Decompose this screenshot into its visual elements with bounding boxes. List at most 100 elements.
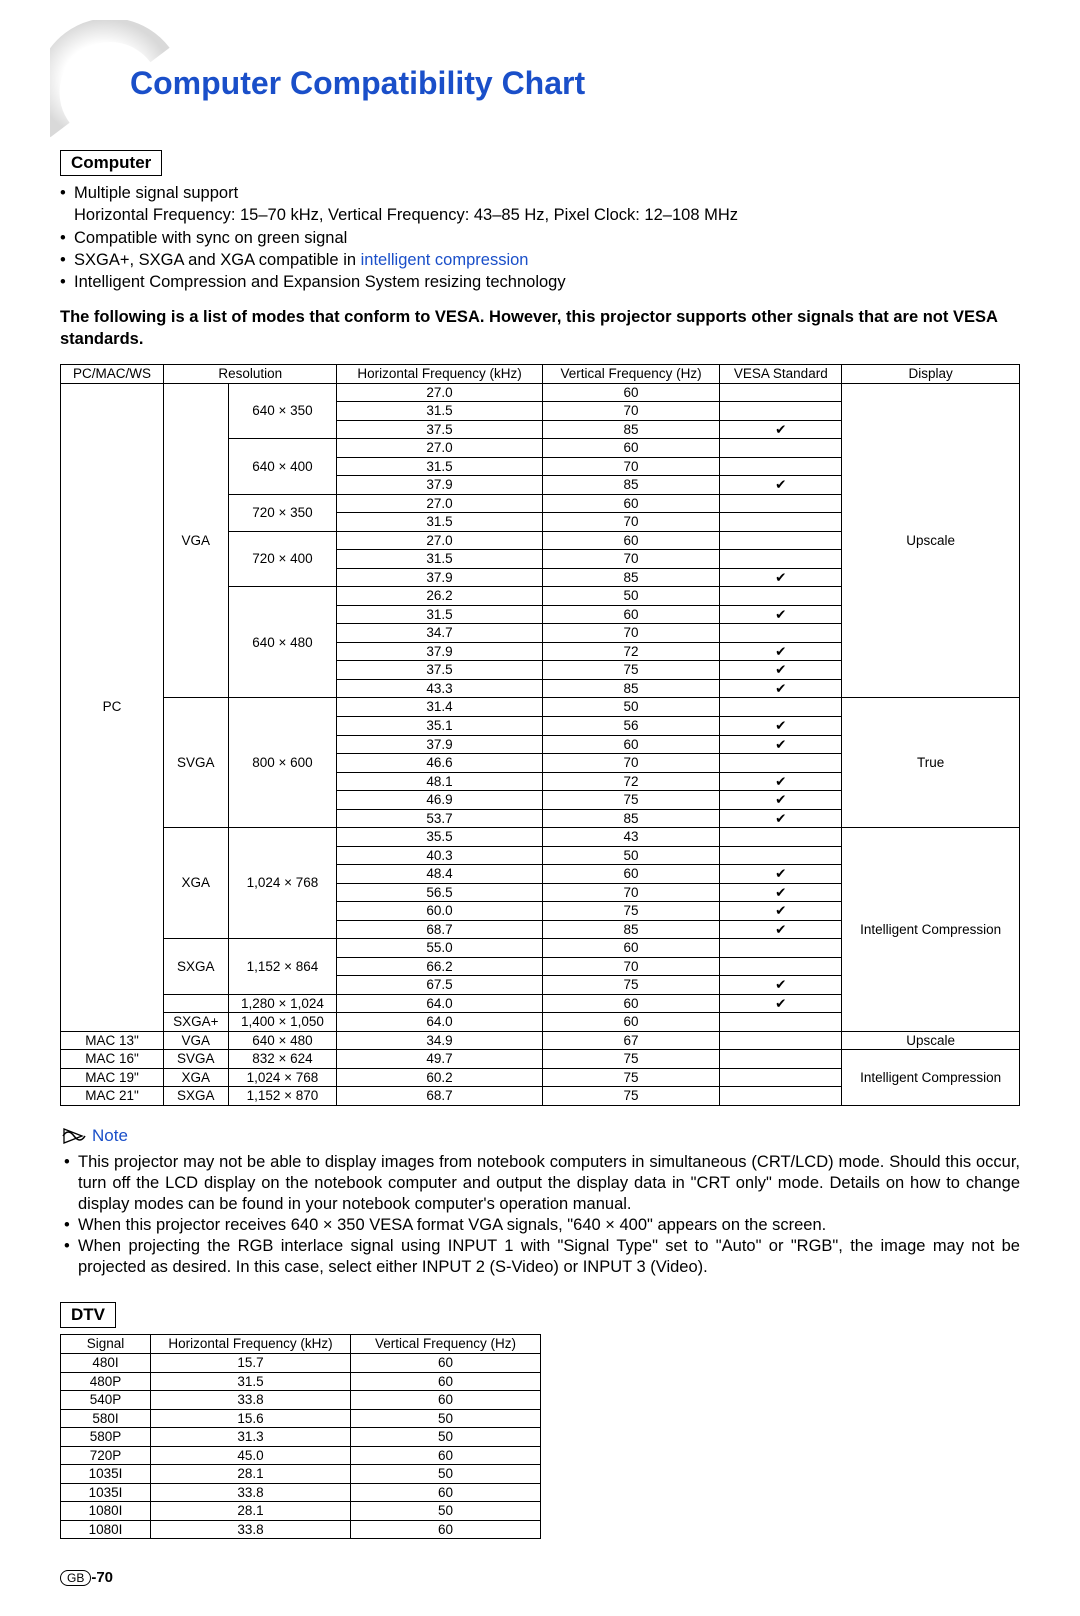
- cell-vfreq: 67: [542, 1031, 720, 1050]
- cell-vesa: [720, 513, 842, 532]
- cell-vfreq: 85: [542, 476, 720, 495]
- table-row: MAC 16"SVGA832 × 62449.775Intelligent Co…: [61, 1050, 1020, 1069]
- cell-standard: XGA: [164, 828, 228, 939]
- cell-vesa: [720, 494, 842, 513]
- bullet-item: Compatible with sync on green signal: [60, 227, 1020, 249]
- cell-standard: SXGA+: [164, 1013, 228, 1032]
- cell-resolution: 1,152 × 870: [228, 1087, 337, 1106]
- cell-resolution: 720 × 400: [228, 531, 337, 587]
- cell-hfreq: 37.9: [337, 476, 542, 495]
- note-icon: [60, 1126, 88, 1146]
- cell-vesa: ✔: [720, 865, 842, 884]
- cell-hfreq: 37.5: [337, 661, 542, 680]
- cell-vfreq: 75: [542, 1068, 720, 1087]
- cell-hfreq: 27.0: [337, 494, 542, 513]
- col-header: Horizontal Frequency (kHz): [151, 1335, 351, 1354]
- cell-vfreq: 75: [542, 1050, 720, 1069]
- col-header: Horizontal Frequency (kHz): [337, 365, 542, 384]
- cell-display: Intelligent Compression: [842, 828, 1020, 1032]
- cell-vesa: ✔: [720, 661, 842, 680]
- bullet-text: Multiple signal support: [74, 184, 238, 202]
- compatibility-table: PC/MAC/WS Resolution Horizontal Frequenc…: [60, 364, 1020, 1106]
- cell-hfreq: 37.9: [337, 568, 542, 587]
- cell-resolution: 640 × 350: [228, 383, 337, 439]
- cell-vfreq: 60: [542, 531, 720, 550]
- cell-vfreq: 85: [542, 809, 720, 828]
- table-row: 1035I28.150: [61, 1465, 541, 1484]
- cell-signal: 480P: [61, 1372, 151, 1391]
- table-row: XGA1,024 × 76835.543Intelligent Compress…: [61, 828, 1020, 847]
- cell-vesa: [720, 439, 842, 458]
- cell-hfreq: 66.2: [337, 957, 542, 976]
- cell-hfreq: 40.3: [337, 846, 542, 865]
- cell-vesa: ✔: [720, 994, 842, 1013]
- cell-hfreq: 28.1: [151, 1502, 351, 1521]
- cell-vesa: ✔: [720, 605, 842, 624]
- cell-hfreq: 55.0: [337, 939, 542, 958]
- cell-vesa: ✔: [720, 642, 842, 661]
- cell-vesa: [720, 1013, 842, 1032]
- note-label: Note: [92, 1126, 128, 1146]
- cell-signal: 540P: [61, 1391, 151, 1410]
- cell-vesa: ✔: [720, 420, 842, 439]
- cell-hfreq: 27.0: [337, 383, 542, 402]
- cell-vesa: ✔: [720, 920, 842, 939]
- cell-hfreq: 35.1: [337, 717, 542, 736]
- cell-pcmac: PC: [61, 383, 164, 1031]
- table-row: SVGA800 × 60031.450True: [61, 698, 1020, 717]
- table-row: 720P45.060: [61, 1446, 541, 1465]
- cell-vfreq: 60: [542, 383, 720, 402]
- table-header-row: PC/MAC/WS Resolution Horizontal Frequenc…: [61, 365, 1020, 384]
- cell-vfreq: 50: [351, 1428, 541, 1447]
- cell-resolution: 640 × 400: [228, 439, 337, 495]
- cell-resolution: 832 × 624: [228, 1050, 337, 1069]
- cell-vesa: ✔: [720, 883, 842, 902]
- cell-hfreq: 15.6: [151, 1409, 351, 1428]
- cell-vesa: [720, 587, 842, 606]
- note-header: Note: [60, 1126, 1020, 1146]
- cell-vfreq: 60: [542, 735, 720, 754]
- cell-hfreq: 67.5: [337, 976, 542, 995]
- dtv-table: Signal Horizontal Frequency (kHz) Vertic…: [60, 1334, 541, 1539]
- cell-standard: SVGA: [164, 1050, 228, 1069]
- cell-vesa: [720, 550, 842, 569]
- cell-vesa: [720, 1087, 842, 1106]
- cell-vesa: ✔: [720, 717, 842, 736]
- cell-vesa: ✔: [720, 735, 842, 754]
- table-row: 580P31.350: [61, 1428, 541, 1447]
- cell-vfreq: 75: [542, 902, 720, 921]
- cell-hfreq: 68.7: [337, 920, 542, 939]
- cell-hfreq: 15.7: [151, 1354, 351, 1373]
- cell-vfreq: 60: [351, 1483, 541, 1502]
- cell-vesa: [720, 846, 842, 865]
- cell-hfreq: 37.5: [337, 420, 542, 439]
- bullet-text: SXGA+, SXGA and XGA compatible in: [74, 251, 361, 269]
- cell-vesa: [720, 1050, 842, 1069]
- cell-standard: SXGA: [164, 939, 228, 995]
- bullet-item: Multiple signal support Horizontal Frequ…: [60, 182, 1020, 227]
- cell-display: True: [842, 698, 1020, 828]
- cell-vesa: ✔: [720, 902, 842, 921]
- page-num-text: -70: [91, 1569, 113, 1586]
- cell-resolution: 1,152 × 864: [228, 939, 337, 995]
- cell-vfreq: 60: [351, 1391, 541, 1410]
- cell-vfreq: 72: [542, 772, 720, 791]
- cell-hfreq: 27.0: [337, 439, 542, 458]
- cell-vesa: ✔: [720, 476, 842, 495]
- cell-hfreq: 34.7: [337, 624, 542, 643]
- cell-vfreq: 60: [542, 439, 720, 458]
- cell-hfreq: 45.0: [151, 1446, 351, 1465]
- cell-resolution: 1,400 × 1,050: [228, 1013, 337, 1032]
- table-row: MAC 13"VGA640 × 48034.967Upscale: [61, 1031, 1020, 1050]
- cell-resolution: 800 × 600: [228, 698, 337, 828]
- cell-vfreq: 70: [542, 550, 720, 569]
- col-header: PC/MAC/WS: [61, 365, 164, 384]
- cell-resolution: 1,024 × 768: [228, 1068, 337, 1087]
- cell-vfreq: 70: [542, 513, 720, 532]
- cell-vesa: [720, 1031, 842, 1050]
- cell-pcmac: MAC 21": [61, 1087, 164, 1106]
- cell-signal: 580I: [61, 1409, 151, 1428]
- cell-vfreq: 75: [542, 976, 720, 995]
- cell-vfreq: 60: [351, 1446, 541, 1465]
- cell-hfreq: 49.7: [337, 1050, 542, 1069]
